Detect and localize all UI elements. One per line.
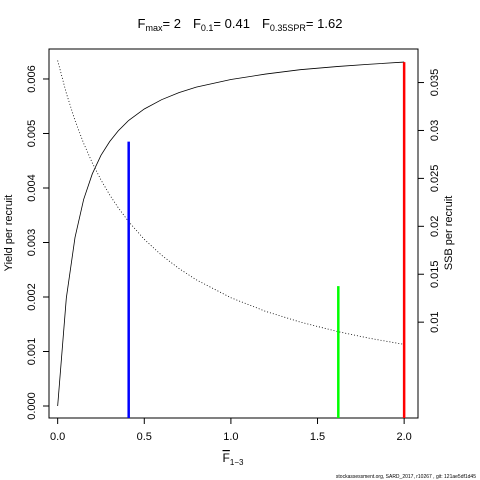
y-axis-left-label: Yield per recruit <box>3 195 15 272</box>
y-right-tick-label: 0.025 <box>429 165 441 193</box>
y-left-tick-label: 0.001 <box>26 338 38 366</box>
yield-per-recruit-line <box>57 61 405 407</box>
f01-value: = 0.41 <box>213 16 250 31</box>
y-right-tick-label: 0.03 <box>429 120 441 141</box>
x-tick-label: 1.5 <box>310 431 325 443</box>
y-right-tick-label: 0.015 <box>429 260 441 288</box>
y-left-tick-label: 0.004 <box>26 174 38 202</box>
fspr-value: = 1.62 <box>306 16 343 31</box>
footer-credit: stockassessment.org, SARD_2017, r10267 ,… <box>336 474 476 480</box>
chart-title: Fmax= 2 F0.1= 0.41 F0.35SPR= 1.62 <box>138 16 343 33</box>
x-tick-label: 2.0 <box>396 431 411 443</box>
fmax-sub: max <box>146 23 164 33</box>
x-axis: 0.0 0.5 1.0 1.5 2.0 <box>50 418 412 443</box>
x-tick-label: 0.0 <box>50 431 65 443</box>
plot-area <box>57 60 406 418</box>
x-tick-label: 1.0 <box>223 431 238 443</box>
y-axis-right: 0.01 0.015 0.02 0.025 0.03 0.035 <box>418 69 441 333</box>
plot-frame <box>48 48 419 419</box>
x-axis-label-main: F <box>223 451 230 465</box>
x-axis-label: F1−3 <box>223 451 244 467</box>
x-axis-label-sub: 1−3 <box>230 458 244 467</box>
fspr-sub: 0.35SPR <box>270 23 307 33</box>
y-axis-right-label: SSB per recruit <box>443 196 455 271</box>
fspr-label: F <box>262 16 270 31</box>
y-axis-left: 0.000 0.001 0.002 0.003 0.004 0.005 0.006 <box>26 65 49 420</box>
y-left-tick-label: 0.003 <box>26 229 38 257</box>
f01-sub: 0.1 <box>201 23 214 33</box>
y-left-tick-label: 0.006 <box>26 65 38 93</box>
y-right-tick-label: 0.035 <box>429 69 441 97</box>
y-left-tick-label: 0.000 <box>26 392 38 420</box>
f01-label: F <box>193 16 201 31</box>
x-tick-label: 0.5 <box>137 431 152 443</box>
fmax-value: = 2 <box>163 16 181 31</box>
ssb-per-recruit-line <box>57 60 405 345</box>
y-right-tick-label: 0.01 <box>429 311 441 332</box>
y-left-tick-label: 0.005 <box>26 120 38 148</box>
y-left-tick-label: 0.002 <box>26 283 38 311</box>
fmax-label: F <box>138 16 146 31</box>
y-right-tick-label: 0.02 <box>429 216 441 237</box>
